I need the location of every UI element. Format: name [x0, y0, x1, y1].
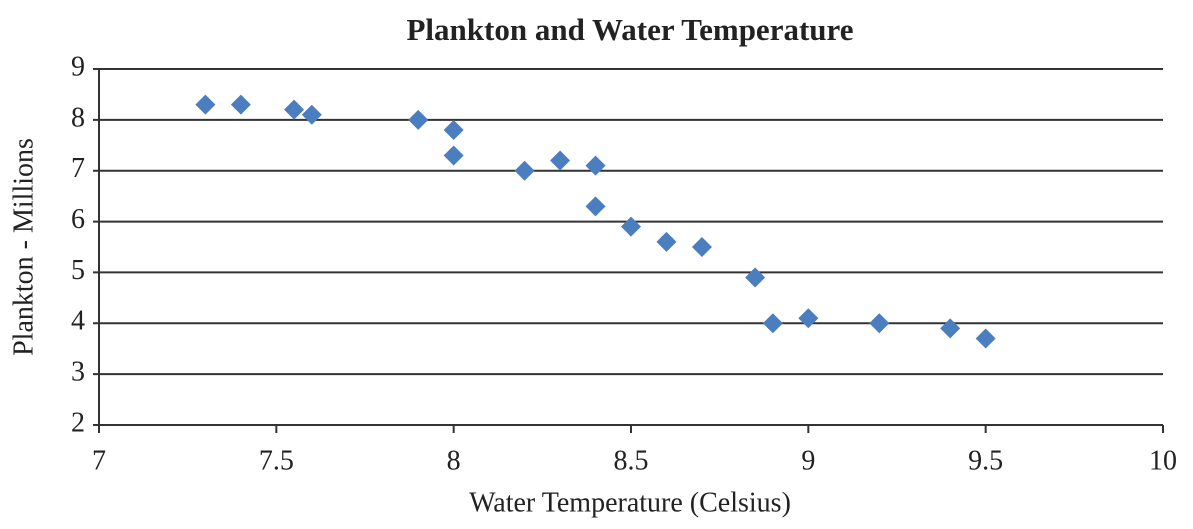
point: [514, 160, 535, 181]
y-tick-label: 7: [71, 153, 85, 184]
point: [408, 109, 429, 130]
point: [975, 328, 996, 349]
x-tick-label: 7.5: [259, 445, 294, 476]
point: [621, 216, 641, 237]
point: [301, 104, 322, 125]
point: [284, 99, 305, 120]
x-tick-label: 8.5: [614, 445, 649, 476]
point: [550, 150, 571, 171]
y-tick-label: 6: [71, 204, 85, 235]
point: [585, 155, 606, 176]
y-tick-label: 5: [71, 255, 85, 286]
x-tick-label: 10: [1149, 445, 1177, 476]
point: [762, 313, 783, 334]
y-tick-label: 8: [71, 102, 85, 133]
point: [869, 313, 890, 334]
point: [691, 237, 712, 257]
y-tick-label: 9: [71, 51, 85, 82]
point: [443, 120, 464, 141]
point: [656, 231, 677, 252]
point: [195, 94, 216, 115]
y-tick-label: 3: [71, 357, 85, 388]
chart-title: Plankton and Water Temperature: [407, 12, 854, 47]
y-tick-label: 4: [71, 306, 85, 337]
y-axis-label: Plankton - Millions: [8, 138, 39, 356]
x-tick-label: 8: [447, 445, 461, 476]
point: [230, 94, 251, 115]
point: [745, 267, 766, 288]
point: [798, 308, 819, 329]
x-tick-label: 9.5: [968, 445, 1003, 476]
point: [443, 145, 464, 166]
point: [585, 196, 606, 217]
x-tick-label: 7: [92, 445, 106, 476]
y-tick-label: 2: [71, 407, 85, 438]
x-axis-label: Water Temperature (Celsius): [469, 487, 791, 518]
x-tick-label: 9: [801, 445, 815, 476]
point: [940, 318, 961, 339]
